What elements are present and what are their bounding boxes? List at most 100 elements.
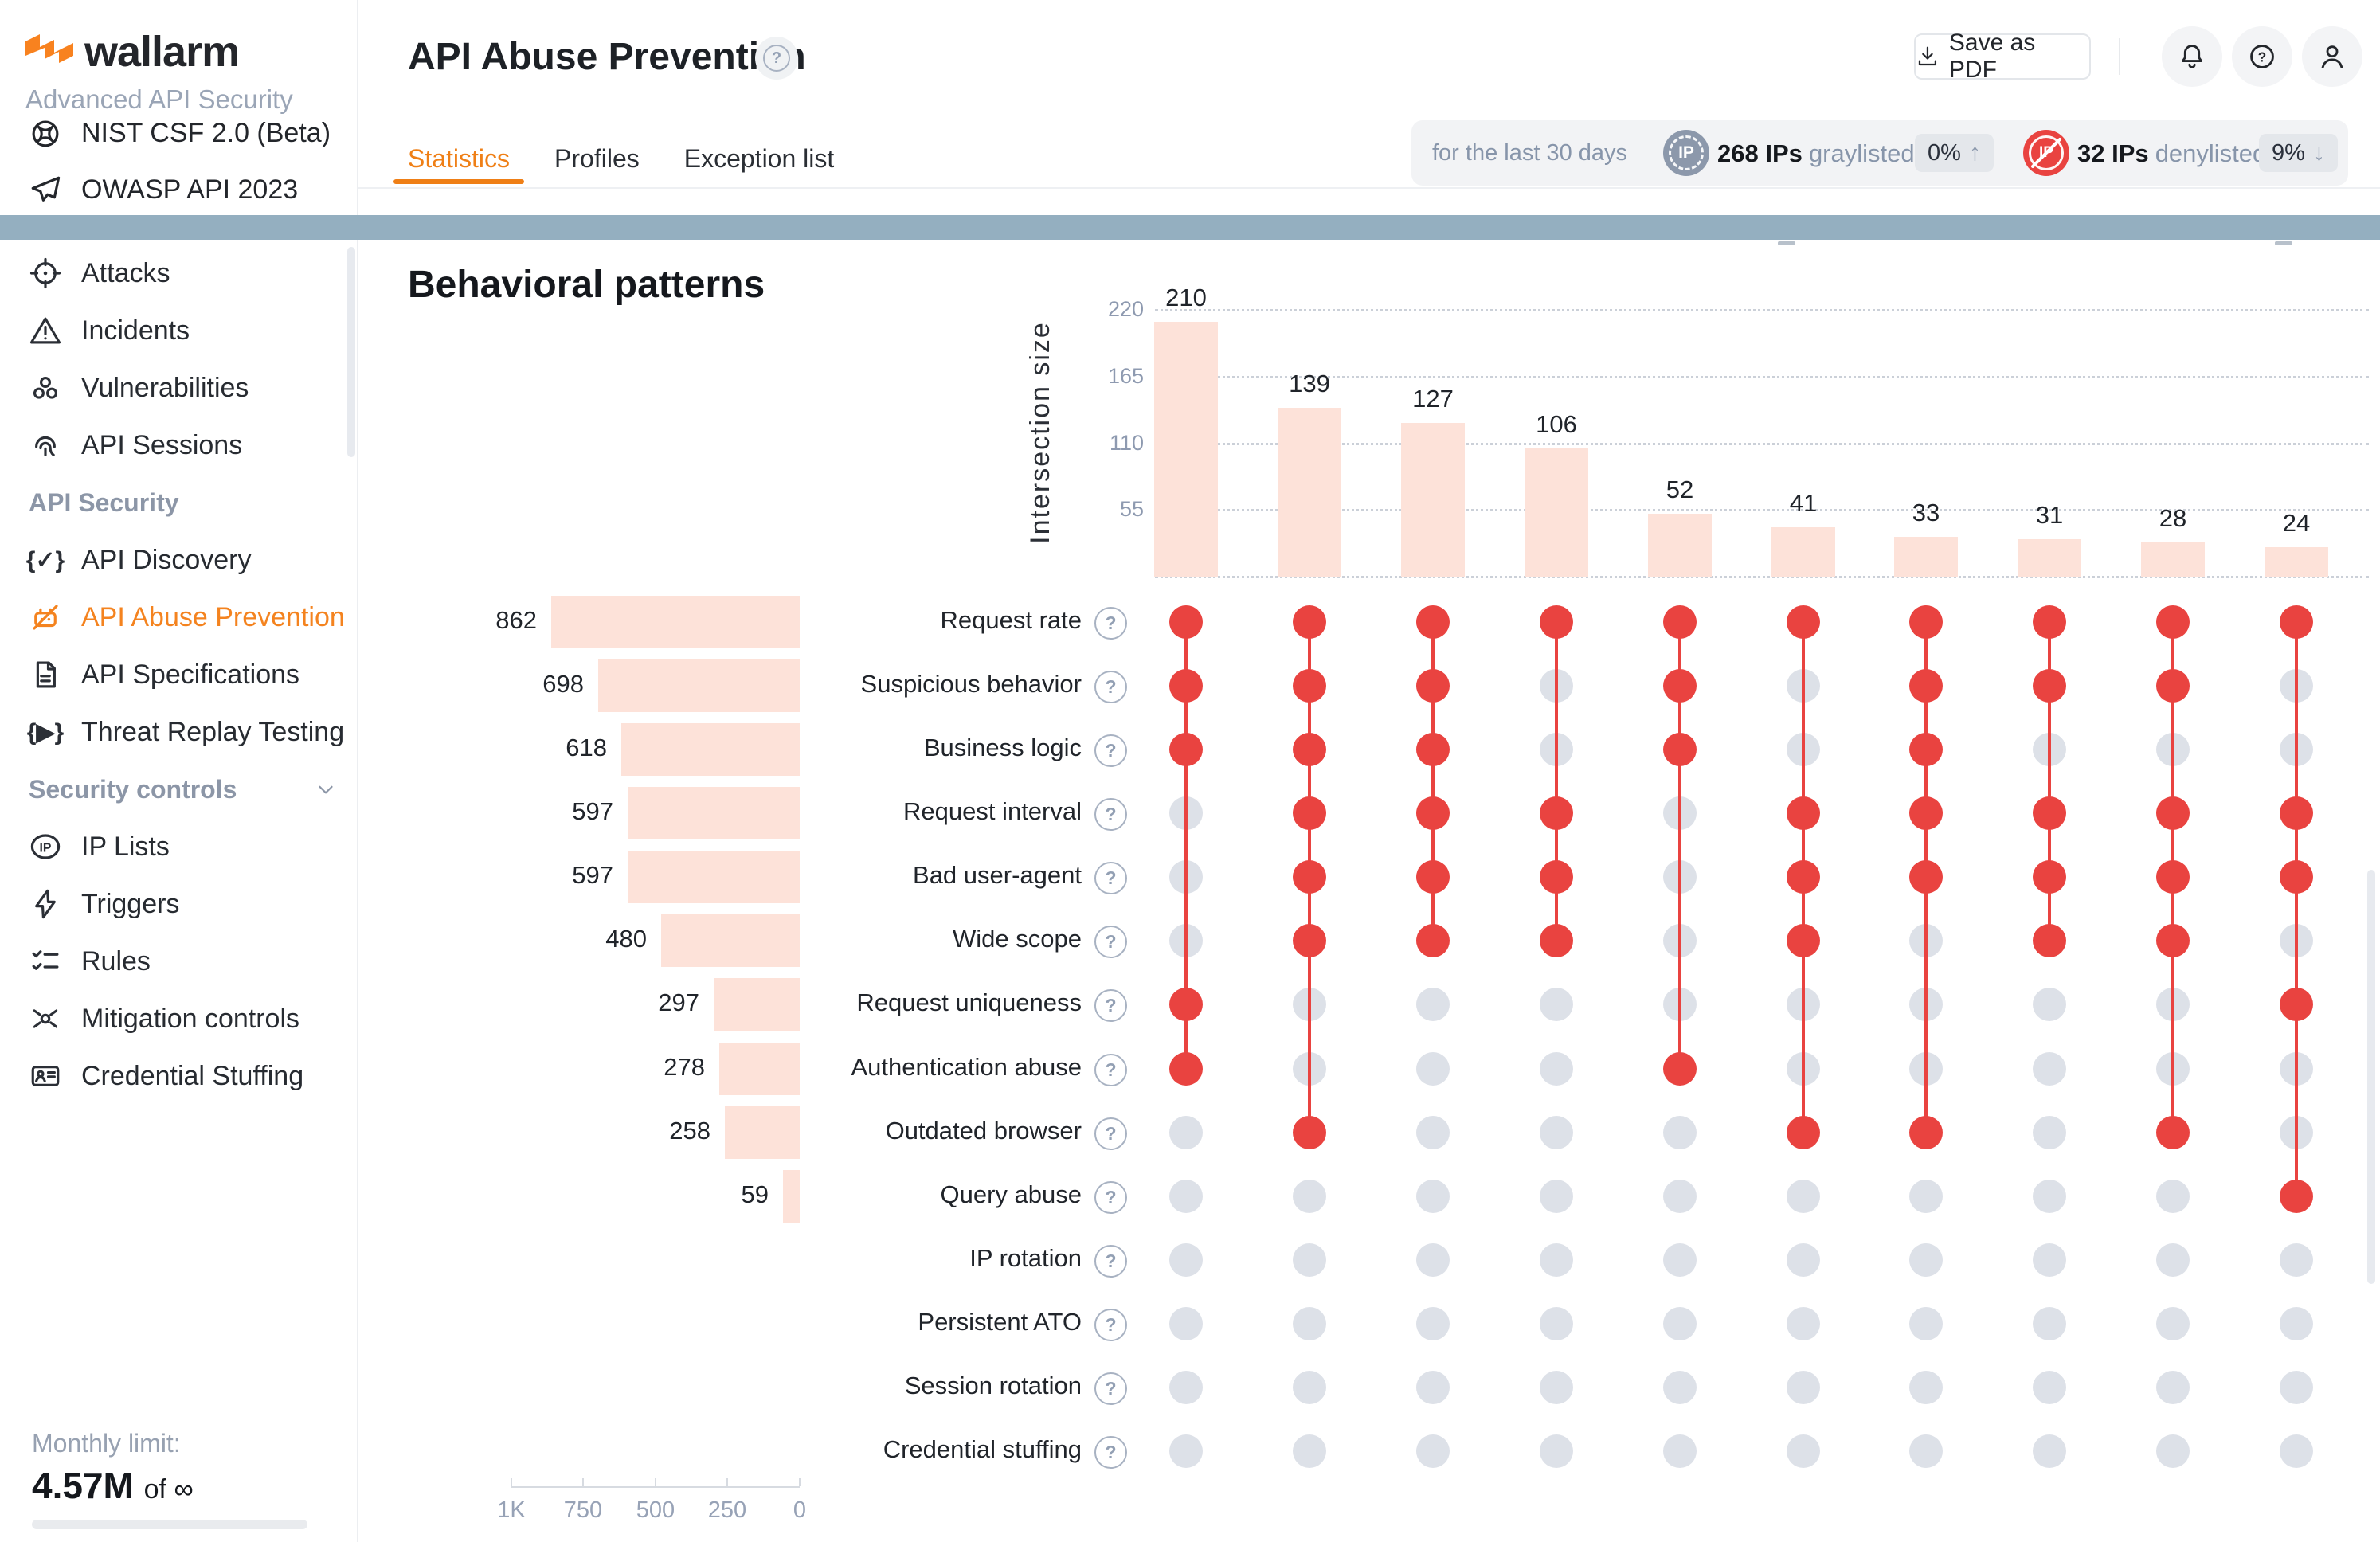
row-help-icon-suspicious-behavior[interactable]: ? [1094,671,1127,703]
matrix-dot-c9-r13 [2156,1371,2190,1404]
sidebar-item-vulnerabilities[interactable]: Vulnerabilities [0,359,358,417]
sidebar-item-attacks[interactable]: Attacks [0,245,358,302]
tab-profiles[interactable]: Profiles [554,143,640,173]
row-label-request-uniqueness: Request uniqueness [856,988,1082,1016]
denylisted-delta-badge: 9% ↓ [2259,134,2338,172]
set-axis-label-250: 250 [707,1497,747,1523]
matrix-dot-c6-r12 [1787,1307,1820,1340]
chart-drag-handle-right[interactable] [2275,241,2292,245]
download-icon [1916,45,1940,68]
row-help-icon-business-logic[interactable]: ? [1094,734,1127,767]
intersection-bar-2 [1278,408,1341,577]
sidebar-item-label: API Abuse Prevention [81,601,345,632]
matrix-dot-c10-r14 [2280,1434,2313,1468]
matrix-dot-c2-r11 [1293,1243,1326,1277]
sidebar-item-triggers[interactable]: Triggers [0,875,358,933]
intersection-bar-4 [1525,448,1588,577]
page-title-help-icon[interactable]: ? [755,37,798,80]
sidebar-item-incidents[interactable]: Incidents [0,302,358,359]
set-value-authentication-abuse: 278 [664,1053,705,1081]
row-help-icon-credential-stuffing[interactable]: ? [1094,1436,1127,1469]
matrix-dot-c5-r14 [1663,1434,1697,1468]
sidebar-scrollbar[interactable] [347,247,355,457]
matrix-dot-c1-r14 [1169,1434,1203,1468]
set-value-suspicious-behavior: 698 [542,670,584,698]
matrix-line-c9 [2171,622,2174,1133]
sidebar-item-api-sessions[interactable]: API Sessions [0,417,358,474]
sidebar-item-api-abuse-prevention[interactable]: API Abuse Prevention [0,589,358,646]
sidebar-item-ip-lists[interactable]: IP IP Lists [0,818,358,875]
svg-text:IP: IP [40,841,52,855]
intersection-bar-1 [1154,322,1218,577]
help-button[interactable]: ? [2232,26,2292,87]
set-value-bad-user-agent: 597 [572,861,613,889]
matrix-line-c5 [1678,622,1681,1069]
sidebar-item-api-specifications[interactable]: API Specifications [0,646,358,703]
row-help-icon-outdated-browser[interactable]: ? [1094,1117,1127,1150]
intersection-bar-7 [1894,537,1958,577]
page-scrollbar[interactable] [2367,870,2375,1284]
row-help-icon-authentication-abuse[interactable]: ? [1094,1054,1127,1086]
row-label-request-interval: Request interval [902,797,1082,825]
intersection-value-7: 33 [1912,499,1940,526]
sidebar-link-label: OWASP API 2023 [81,174,299,205]
matrix-dot-c6-r11 [1787,1243,1820,1277]
help-circle-icon: ? [2247,41,2277,72]
set-axis-label-500: 500 [636,1497,675,1523]
intersection-value-6: 41 [1789,489,1818,517]
intersection-value-8: 31 [2035,501,2064,529]
matrix-dot-c1-r13 [1169,1371,1203,1404]
sidebar-item-label: Mitigation controls [81,1003,300,1034]
sidebar-link-owasp-api-2023[interactable]: OWASP API 2023 [0,162,358,218]
intersection-bar-8 [2018,539,2081,577]
tab-exception-list[interactable]: Exception list [683,143,835,173]
row-label-request-rate: Request rate [940,606,1082,634]
save-as-pdf-button[interactable]: Save as PDF [1914,29,2091,83]
intersection-bar-5 [1648,514,1712,577]
matrix-dot-c6-r13 [1787,1371,1820,1404]
tab-statistics[interactable]: Statistics [393,134,525,184]
matrix-dot-c5-r9 [1663,1116,1697,1149]
matrix-dot-c3-r12 [1416,1307,1450,1340]
notifications-button[interactable] [2162,26,2222,87]
row-help-icon-request-uniqueness[interactable]: ? [1094,989,1127,1022]
sidebar-item-api-discovery[interactable]: {✓} API Discovery [0,531,358,589]
matrix-line-c3 [1431,622,1435,941]
sidebar-section-security-controls[interactable]: Security controls [0,761,358,818]
sidebar-item-label: API Sessions [81,429,243,460]
sidebar-link-nist-csf-2-0-beta[interactable]: NIST CSF 2.0 (Beta) [0,105,358,162]
spider-icon [29,1002,62,1035]
set-bar-wide-scope [661,914,800,967]
matrix-dot-c1-r11 [1169,1243,1203,1277]
fingerprint-icon [29,429,62,462]
sidebar-item-credential-stuffing[interactable]: Credential Stuffing [0,1047,358,1105]
row-help-icon-persistent-ato[interactable]: ? [1094,1309,1127,1341]
row-help-icon-wide-scope[interactable]: ? [1094,926,1127,958]
sidebar-item-rules[interactable]: Rules [0,933,358,990]
row-help-icon-query-abuse[interactable]: ? [1094,1181,1127,1214]
matrix-line-c7 [1924,622,1928,1133]
sidebar-item-label: Attacks [81,257,170,288]
chart-title: Behavioral patterns [408,264,765,306]
set-bar-outdated-browser [725,1106,800,1159]
matrix-dot-c1-r9 [1169,1116,1203,1149]
row-help-icon-request-interval[interactable]: ? [1094,798,1127,831]
row-help-icon-request-rate[interactable]: ? [1094,607,1127,640]
matrix-dot-c8-r10 [2033,1180,2066,1213]
sidebar-item-threat-replay-testing[interactable]: {▶} Threat Replay Testing [0,703,358,761]
wallarm-logo-icon [24,32,75,68]
account-button[interactable] [2302,26,2362,87]
matrix-dot-c7-r12 [1909,1307,1943,1340]
row-help-icon-ip-rotation[interactable]: ? [1094,1245,1127,1278]
row-help-icon-bad-user-agent[interactable]: ? [1094,862,1127,894]
matrix-dot-c3-r14 [1416,1434,1450,1468]
intersection-bar-9 [2141,542,2205,577]
sidebar-item-mitigation-controls[interactable]: Mitigation controls [0,990,358,1047]
matrix-dot-c1-r12 [1169,1307,1203,1340]
matrix-line-c4 [1555,622,1558,941]
row-help-icon-session-rotation[interactable]: ? [1094,1372,1127,1405]
matrix-dot-c2-r10 [1293,1180,1326,1213]
sidebar-item-label: Triggers [81,888,180,919]
set-bar-bad-user-agent [628,851,800,903]
chart-drag-handle-left[interactable] [1778,241,1795,245]
